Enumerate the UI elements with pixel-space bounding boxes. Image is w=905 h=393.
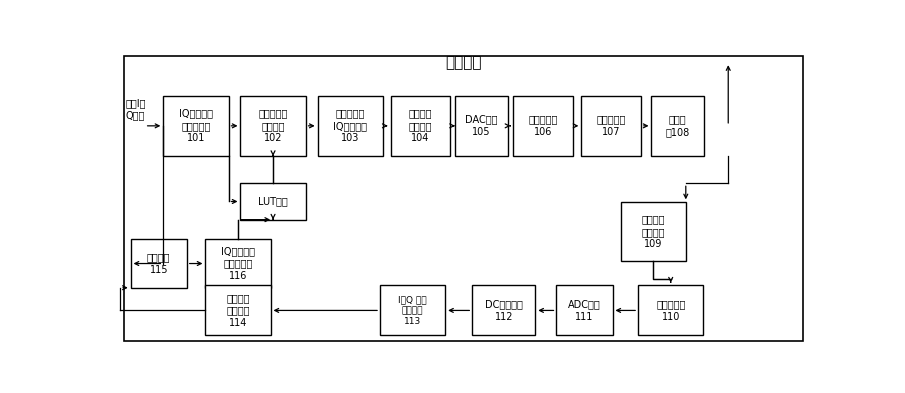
Bar bbox=[391, 95, 450, 156]
Text: 发射装置: 发射装置 bbox=[445, 55, 482, 70]
Bar bbox=[652, 95, 704, 156]
Bar bbox=[163, 95, 228, 156]
Bar bbox=[557, 285, 613, 335]
Bar bbox=[205, 239, 271, 288]
Text: LUT表格: LUT表格 bbox=[258, 196, 288, 206]
Text: 第二混频器
110: 第二混频器 110 bbox=[656, 299, 685, 321]
Bar bbox=[241, 184, 306, 220]
Text: DAC模块
105: DAC模块 105 bbox=[465, 115, 498, 137]
Text: I、Q 失配
校准模块
113: I、Q 失配 校准模块 113 bbox=[398, 295, 427, 326]
Text: DC校准模块
112: DC校准模块 112 bbox=[485, 299, 523, 321]
Text: 幅度相位与
IQ转化模块
103: 幅度相位与 IQ转化模块 103 bbox=[333, 108, 367, 143]
Text: IQ与幅度相
位转化模块
101: IQ与幅度相 位转化模块 101 bbox=[179, 108, 213, 143]
Bar bbox=[241, 95, 306, 156]
Bar bbox=[621, 202, 686, 261]
Bar bbox=[581, 95, 641, 156]
Bar bbox=[380, 285, 445, 335]
Bar bbox=[318, 95, 383, 156]
Text: ADC模块
111: ADC模块 111 bbox=[568, 299, 601, 321]
Text: IQ与幅度相
位转化模块
116: IQ与幅度相 位转化模块 116 bbox=[221, 246, 255, 281]
Text: 基带I、
Q信号: 基带I、 Q信号 bbox=[126, 98, 147, 120]
Text: 模拟增益
调节模块
109: 模拟增益 调节模块 109 bbox=[642, 214, 665, 249]
Text: 静态增益
补偿模块
114: 静态增益 补偿模块 114 bbox=[226, 293, 250, 328]
Bar bbox=[205, 285, 271, 335]
Text: 同步模块
115: 同步模块 115 bbox=[147, 252, 170, 275]
Text: 动态增益
补偿模块
104: 动态增益 补偿模块 104 bbox=[408, 108, 432, 143]
Text: 功率放大器
107: 功率放大器 107 bbox=[596, 115, 625, 137]
Bar bbox=[455, 95, 508, 156]
Bar bbox=[130, 239, 186, 288]
Text: 第一混频器
106: 第一混频器 106 bbox=[529, 115, 557, 137]
Bar bbox=[513, 95, 573, 156]
Bar bbox=[472, 285, 536, 335]
Bar bbox=[638, 285, 703, 335]
Text: 发射天
线108: 发射天 线108 bbox=[665, 115, 690, 137]
Text: 数字预失真
变换模块
102: 数字预失真 变换模块 102 bbox=[258, 108, 288, 143]
